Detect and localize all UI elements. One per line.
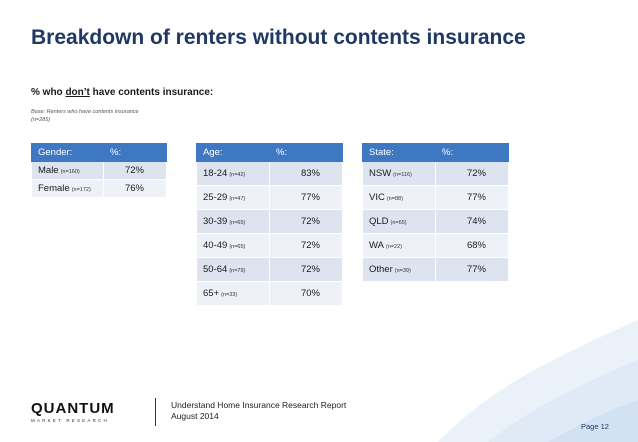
row-label: VIC bbox=[369, 192, 385, 203]
subtitle-prefix: % who bbox=[31, 87, 66, 98]
report-date: August 2014 bbox=[171, 411, 219, 421]
logo-subtitle: MARKET RESEARCH bbox=[31, 418, 109, 423]
table-header-row: State: %: bbox=[362, 143, 509, 162]
row-label: Male bbox=[38, 165, 59, 176]
row-value: 70% bbox=[269, 281, 343, 306]
row-value: 72% bbox=[435, 161, 509, 186]
sample-size: (n=65) bbox=[390, 220, 407, 226]
sample-size: (n=172) bbox=[71, 187, 91, 193]
state-table: State: %: NSW (n=116) 72% VIC (n=88) 77% Q… bbox=[362, 143, 509, 282]
table-row: 65+ (n=33) 70% bbox=[196, 281, 343, 306]
table-row: 50-64 (n=79) 72% bbox=[196, 257, 343, 282]
row-value: 77% bbox=[435, 257, 509, 282]
row-label-cell: 25-29 (n=47) bbox=[196, 185, 270, 210]
row-label: 65+ bbox=[203, 288, 220, 299]
column-header: State: bbox=[362, 143, 436, 162]
row-label-cell: NSW (n=116) bbox=[362, 161, 436, 186]
row-label-cell: 40-49 (n=65) bbox=[196, 233, 270, 258]
decorative-wave-graphic bbox=[438, 320, 638, 442]
table-row: 25-29 (n=47) 77% bbox=[196, 185, 343, 210]
page-title: Breakdown of renters without contents in… bbox=[31, 26, 526, 49]
column-header: %: bbox=[435, 143, 509, 162]
column-header: %: bbox=[103, 143, 167, 162]
row-label-cell: Female (n=172) bbox=[31, 179, 104, 198]
row-label-cell: 50-64 (n=79) bbox=[196, 257, 270, 282]
base-note: Base: Renters who have contents insuranc… bbox=[31, 109, 139, 123]
row-label: WA bbox=[369, 240, 384, 251]
table-row: 40-49 (n=65) 72% bbox=[196, 233, 343, 258]
table-row: 30-39 (n=65) 72% bbox=[196, 209, 343, 234]
sample-size: (n=65) bbox=[229, 244, 246, 250]
table-row: NSW (n=116) 72% bbox=[362, 161, 509, 186]
row-value: 72% bbox=[269, 209, 343, 234]
page-number: Page 12 bbox=[581, 422, 609, 431]
row-label-cell: Other (n=39) bbox=[362, 257, 436, 282]
row-value: 72% bbox=[269, 233, 343, 258]
table-row: WA (n=22) 68% bbox=[362, 233, 509, 258]
row-value: 77% bbox=[269, 185, 343, 210]
subtitle-emphasis: don’t bbox=[65, 87, 90, 98]
subtitle-suffix: have contents insurance: bbox=[89, 87, 214, 98]
table-row: Other (n=39) 77% bbox=[362, 257, 509, 282]
sample-size: (n=88) bbox=[386, 196, 403, 202]
row-label: NSW bbox=[369, 168, 392, 179]
sample-size: (n=160) bbox=[60, 169, 80, 175]
row-value: 83% bbox=[269, 161, 343, 186]
row-label: Other bbox=[369, 264, 393, 275]
row-value: 74% bbox=[435, 209, 509, 234]
row-label: 18-24 bbox=[203, 168, 228, 179]
row-value: 68% bbox=[435, 233, 509, 258]
row-value: 72% bbox=[103, 161, 167, 180]
sample-size: (n=22) bbox=[385, 244, 403, 250]
sample-size: (n=39) bbox=[394, 268, 411, 274]
row-label: 40-49 bbox=[203, 240, 228, 251]
column-header: Age: bbox=[196, 143, 270, 162]
column-header: Gender: bbox=[31, 143, 104, 162]
row-label-cell: VIC (n=88) bbox=[362, 185, 436, 210]
row-label: 25-29 bbox=[203, 192, 228, 203]
sample-size: (n=42) bbox=[229, 172, 246, 178]
footer-divider bbox=[155, 398, 156, 426]
table-row: 18-24 (n=42) 83% bbox=[196, 161, 343, 186]
logo-name: QUANTUM bbox=[31, 400, 115, 417]
table-row: Male (n=160) 72% bbox=[31, 161, 167, 180]
table-row: VIC (n=88) 77% bbox=[362, 185, 509, 210]
row-label: 50-64 bbox=[203, 264, 228, 275]
company-logo: QUANTUM MARKET RESEARCH bbox=[31, 400, 115, 423]
row-label-cell: 30-39 (n=65) bbox=[196, 209, 270, 234]
row-value: 76% bbox=[103, 179, 167, 198]
column-header: %: bbox=[269, 143, 343, 162]
sample-size: (n=79) bbox=[229, 268, 246, 274]
sample-size: (n=65) bbox=[229, 220, 246, 226]
row-label: 30-39 bbox=[203, 216, 228, 227]
report-title: Understand Home Insurance Research Repor… bbox=[171, 400, 347, 410]
row-label: QLD bbox=[369, 216, 389, 227]
report-info: Understand Home Insurance Research Repor… bbox=[171, 400, 346, 422]
subtitle: % who don’t have contents insurance: bbox=[31, 87, 213, 98]
sample-size: (n=47) bbox=[229, 196, 246, 202]
row-value: 72% bbox=[269, 257, 343, 282]
sample-size: (n=116) bbox=[393, 172, 412, 178]
gender-table: Gender: %: Male (n=160) 72% Female (n=172)… bbox=[31, 143, 167, 198]
row-label-cell: 18-24 (n=42) bbox=[196, 161, 270, 186]
row-label-cell: 65+ (n=33) bbox=[196, 281, 270, 306]
row-value: 77% bbox=[435, 185, 509, 210]
table-header-row: Gender: %: bbox=[31, 143, 167, 162]
table-header-row: Age: %: bbox=[196, 143, 343, 162]
row-label-cell: Male (n=160) bbox=[31, 161, 104, 180]
sample-size: (n=33) bbox=[221, 292, 238, 298]
row-label-cell: QLD (n=65) bbox=[362, 209, 436, 234]
row-label-cell: WA (n=22) bbox=[362, 233, 436, 258]
table-row: Female (n=172) 76% bbox=[31, 179, 167, 198]
row-label: Female bbox=[38, 183, 70, 194]
age-table: Age: %: 18-24 (n=42) 83% 25-29 (n=47) 77% … bbox=[196, 143, 343, 306]
table-row: QLD (n=65) 74% bbox=[362, 209, 509, 234]
